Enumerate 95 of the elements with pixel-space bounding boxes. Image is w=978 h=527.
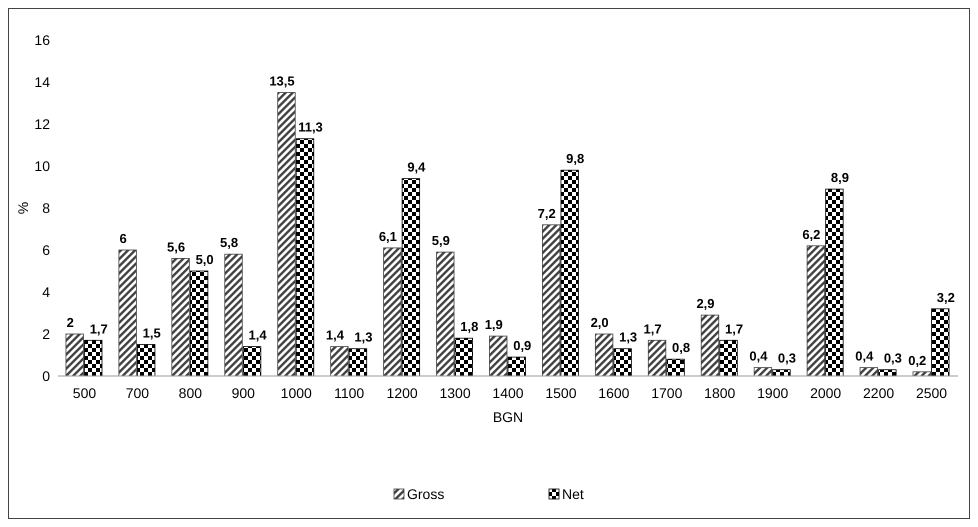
x-tick-label: 1100 bbox=[334, 385, 364, 401]
bar bbox=[754, 367, 772, 376]
bar bbox=[190, 270, 208, 376]
y-tick-label: 16 bbox=[34, 32, 50, 48]
bar bbox=[613, 348, 632, 376]
bar bbox=[542, 224, 560, 376]
bar bbox=[454, 338, 473, 376]
bar bbox=[666, 358, 685, 376]
x-tick-label: 1200 bbox=[386, 385, 418, 401]
data-label: 2,9 bbox=[696, 296, 715, 312]
bar bbox=[594, 334, 614, 376]
bar bbox=[224, 254, 243, 376]
y-tick-label: 4 bbox=[42, 284, 50, 300]
data-label: 6 bbox=[120, 231, 127, 246]
y-tick-label: 0 bbox=[42, 368, 50, 384]
bar bbox=[560, 170, 579, 376]
data-label: 0,4 bbox=[855, 348, 874, 364]
data-label: 1,4 bbox=[248, 328, 268, 343]
x-tick-label: 2500 bbox=[916, 385, 948, 401]
y-tick-label: 10 bbox=[34, 158, 50, 174]
y-tick-label: 2 bbox=[42, 326, 50, 342]
data-label: 1,7 bbox=[644, 321, 662, 336]
bar bbox=[118, 250, 137, 376]
bar bbox=[348, 348, 368, 376]
data-label: 1,8 bbox=[460, 319, 478, 334]
x-tick-label: 1900 bbox=[757, 385, 788, 401]
bar bbox=[171, 258, 190, 376]
data-label: 6,1 bbox=[378, 228, 397, 244]
data-label: 13,5 bbox=[269, 74, 295, 88]
bar bbox=[383, 248, 402, 376]
y-tick-label: 8 bbox=[42, 200, 50, 216]
legend-label: Net bbox=[562, 486, 584, 502]
bar bbox=[931, 308, 950, 376]
bar bbox=[719, 340, 738, 376]
data-label: 0,3 bbox=[884, 350, 902, 366]
bar bbox=[825, 188, 844, 376]
bar bbox=[700, 314, 720, 376]
data-label: 0,9 bbox=[513, 338, 532, 354]
data-label: 6,2 bbox=[802, 226, 820, 242]
bar bbox=[330, 346, 349, 376]
bar bbox=[508, 356, 526, 376]
x-tick-label: 2200 bbox=[863, 385, 894, 401]
data-label: 1,3 bbox=[354, 330, 372, 345]
y-tick-label: 6 bbox=[42, 242, 50, 258]
data-label: 3,2 bbox=[936, 290, 955, 305]
x-tick-label: 800 bbox=[178, 385, 202, 401]
x-tick-label: 700 bbox=[126, 385, 150, 401]
data-label: 1,7 bbox=[724, 321, 744, 336]
x-tick-label: 1800 bbox=[704, 385, 736, 401]
data-label: 9,4 bbox=[407, 160, 426, 175]
bar bbox=[296, 138, 314, 376]
data-label: 1,4 bbox=[326, 328, 345, 343]
data-label: 0,3 bbox=[778, 350, 796, 366]
data-label: 1,7 bbox=[90, 321, 108, 336]
data-label: 5,9 bbox=[432, 233, 450, 248]
legend-label: Gross bbox=[407, 486, 444, 502]
bar bbox=[277, 92, 296, 376]
data-label: 0,8 bbox=[672, 340, 690, 356]
data-label: 7,2 bbox=[538, 206, 556, 221]
data-label: 0,2 bbox=[908, 352, 926, 368]
x-tick-label: 900 bbox=[232, 385, 256, 401]
data-label: 11,3 bbox=[298, 120, 323, 135]
x-tick-label: 2000 bbox=[810, 385, 842, 401]
bar bbox=[137, 344, 156, 376]
bar bbox=[860, 367, 878, 376]
data-label: 1,5 bbox=[142, 326, 161, 340]
x-tick-label: 500 bbox=[72, 385, 96, 401]
data-label: 1,9 bbox=[484, 317, 503, 332]
data-label: 5,0 bbox=[196, 252, 214, 267]
bar bbox=[806, 245, 826, 376]
x-tick-label: 1000 bbox=[280, 385, 312, 401]
data-label: 5,6 bbox=[167, 239, 186, 254]
y-axis-title: % bbox=[15, 202, 31, 214]
data-label: 2,0 bbox=[590, 315, 609, 330]
bar bbox=[402, 178, 420, 376]
bar bbox=[84, 340, 102, 376]
bar bbox=[436, 252, 454, 376]
x-tick-label: 1400 bbox=[492, 385, 524, 401]
data-label: 5,8 bbox=[220, 235, 238, 250]
bar bbox=[489, 336, 508, 376]
y-tick-label: 12 bbox=[34, 116, 50, 132]
data-label: 1,3 bbox=[619, 330, 638, 345]
bar bbox=[242, 346, 262, 376]
bar bbox=[648, 340, 666, 376]
data-label: 8,9 bbox=[830, 170, 849, 186]
data-label: 0,4 bbox=[749, 348, 768, 364]
x-tick-label: 1500 bbox=[545, 385, 577, 401]
data-label: 9,8 bbox=[566, 151, 584, 166]
x-tick-label: 1300 bbox=[439, 385, 471, 401]
x-tick-label: 1600 bbox=[598, 385, 630, 401]
bar bbox=[66, 334, 84, 376]
x-tick-label: 1700 bbox=[651, 385, 683, 401]
x-axis-title: BGN bbox=[492, 409, 524, 425]
y-tick-label: 14 bbox=[34, 74, 50, 90]
data-label: 2 bbox=[66, 315, 74, 330]
